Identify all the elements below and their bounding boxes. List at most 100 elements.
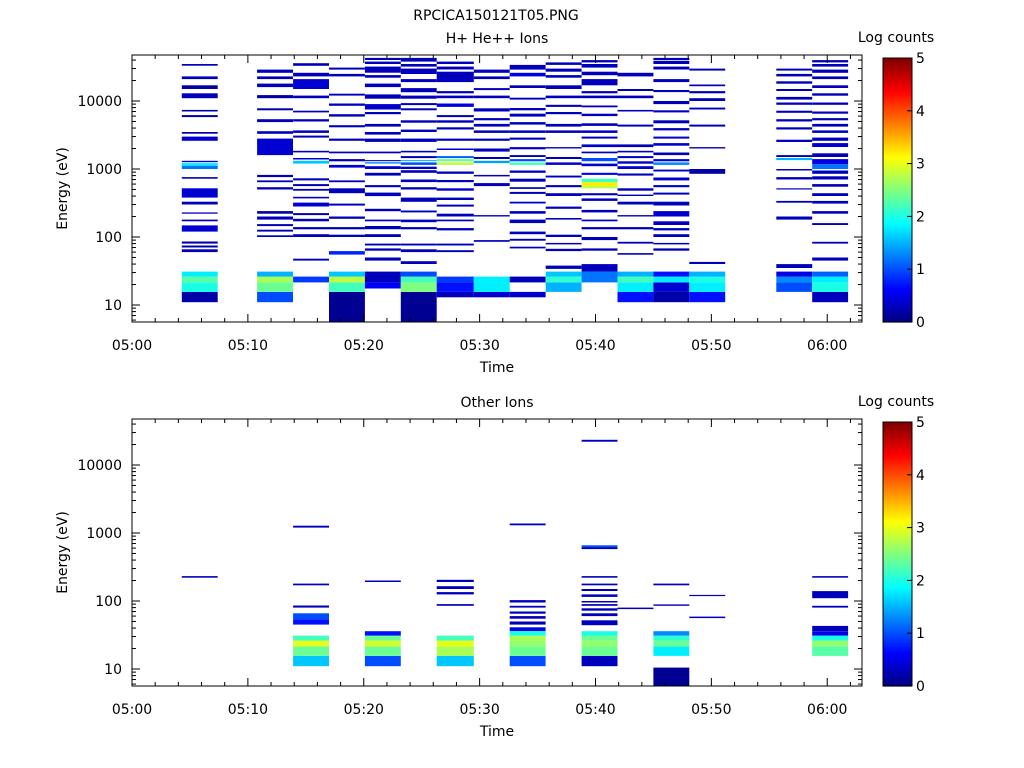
colorbar-step xyxy=(883,637,912,641)
heatmap-cell xyxy=(364,248,401,251)
x-tick-label: 05:00 xyxy=(112,338,152,354)
heatmap-cell xyxy=(812,591,849,599)
heatmap-cell xyxy=(617,72,654,77)
heatmap-cell xyxy=(364,257,401,261)
colorbar-step xyxy=(883,95,912,99)
heatmap-cell xyxy=(509,162,546,165)
heatmap-cell xyxy=(436,276,474,283)
y-tick-label: 10000 xyxy=(77,458,122,474)
heatmap-cell xyxy=(581,576,618,578)
heatmap-cell xyxy=(257,95,293,99)
colorbar-step xyxy=(883,565,912,568)
colorbar-step xyxy=(883,646,912,650)
colorbar-step xyxy=(883,73,912,77)
heatmap-cell xyxy=(545,218,582,220)
heatmap-cell xyxy=(812,200,849,204)
heatmap-cell xyxy=(364,162,401,164)
heatmap-cell xyxy=(509,523,546,526)
colorbar-step xyxy=(883,260,912,264)
heatmap-cell xyxy=(581,237,618,241)
heatmap-cell xyxy=(812,625,849,632)
heatmap-cell xyxy=(617,253,654,255)
heatmap-cell xyxy=(400,179,437,183)
heatmap-cell xyxy=(581,209,618,213)
colorbar-step xyxy=(883,560,912,564)
heatmap-cell xyxy=(776,264,813,268)
heatmap-cell xyxy=(436,655,474,667)
heatmap-cell xyxy=(812,223,849,225)
colorbar-step xyxy=(883,267,912,270)
colorbar-step xyxy=(883,126,912,129)
heatmap-cell xyxy=(812,291,849,303)
colorbar-step xyxy=(883,207,912,211)
heatmap-cell xyxy=(436,228,474,231)
heatmap-cell xyxy=(329,291,365,322)
heatmap-cell xyxy=(812,164,849,169)
heatmap-cell xyxy=(329,151,365,154)
heatmap-cell xyxy=(581,613,618,617)
heatmap-cell xyxy=(436,282,474,292)
heatmap-cell xyxy=(400,187,437,190)
heatmap-cell xyxy=(545,234,582,237)
heatmap-cell xyxy=(257,83,293,88)
heatmap-cell xyxy=(545,276,582,283)
heatmap-cell xyxy=(812,69,849,73)
heatmap-cell xyxy=(364,580,401,582)
x-axis-label: Time xyxy=(479,724,514,740)
colorbar-step xyxy=(883,653,912,656)
heatmap-cell xyxy=(329,282,365,292)
colorbar-step xyxy=(883,672,912,676)
colorbar-step xyxy=(883,602,912,606)
heatmap-cell xyxy=(617,241,654,244)
colorbar-step xyxy=(883,284,912,288)
colorbar-step xyxy=(883,547,912,551)
heatmap-cell xyxy=(509,219,546,224)
colorbar-tick-label: 5 xyxy=(916,51,925,67)
colorbar-step xyxy=(883,527,912,531)
heatmap-cell xyxy=(812,130,849,133)
heatmap-cell xyxy=(509,155,546,157)
heatmap-cell xyxy=(812,257,849,261)
y-axis-label: Energy (eV) xyxy=(55,147,71,230)
y-tick-label: 1000 xyxy=(86,526,122,542)
colorbar-step xyxy=(883,157,912,160)
colorbar-step xyxy=(883,655,912,658)
heatmap-cell xyxy=(293,95,329,99)
heatmap-cell xyxy=(617,124,654,127)
heatmap-cell xyxy=(293,213,329,216)
heatmap-cell xyxy=(653,248,690,251)
colorbar-step xyxy=(883,470,912,474)
colorbar-step xyxy=(883,466,912,469)
heatmap-cell xyxy=(400,243,437,246)
heatmap-cell xyxy=(293,605,329,608)
colorbar-step xyxy=(883,620,912,623)
colorbar-step xyxy=(883,205,912,209)
heatmap-cell xyxy=(617,166,654,169)
heatmap-cell xyxy=(509,238,546,241)
heatmap-cell xyxy=(293,227,329,230)
heatmap-cell xyxy=(436,171,474,174)
heatmap-cell xyxy=(257,235,293,237)
colorbar-step xyxy=(883,479,912,482)
heatmap-cell xyxy=(689,291,726,303)
heatmap-cell xyxy=(581,178,618,183)
heatmap-cell xyxy=(617,109,654,112)
heatmap-cell xyxy=(293,110,329,113)
colorbar-step xyxy=(883,512,912,515)
heatmap-cell xyxy=(653,101,690,105)
x-tick-label: 06:00 xyxy=(807,338,847,354)
x-tick-label: 06:00 xyxy=(807,702,847,718)
heatmap-cell xyxy=(812,576,849,578)
colorbar-step xyxy=(883,262,912,266)
heatmap-cell xyxy=(181,160,218,163)
colorbar-step xyxy=(883,306,912,310)
heatmap-cell xyxy=(364,172,401,176)
heatmap-cell xyxy=(436,188,474,191)
colorbar-step xyxy=(883,84,912,88)
heatmap-cell xyxy=(509,137,546,140)
heatmap-cell xyxy=(509,646,546,656)
colorbar-step xyxy=(883,104,912,107)
heatmap-cell xyxy=(653,211,690,217)
colorbar-step xyxy=(883,176,912,180)
colorbar-step xyxy=(883,192,912,195)
